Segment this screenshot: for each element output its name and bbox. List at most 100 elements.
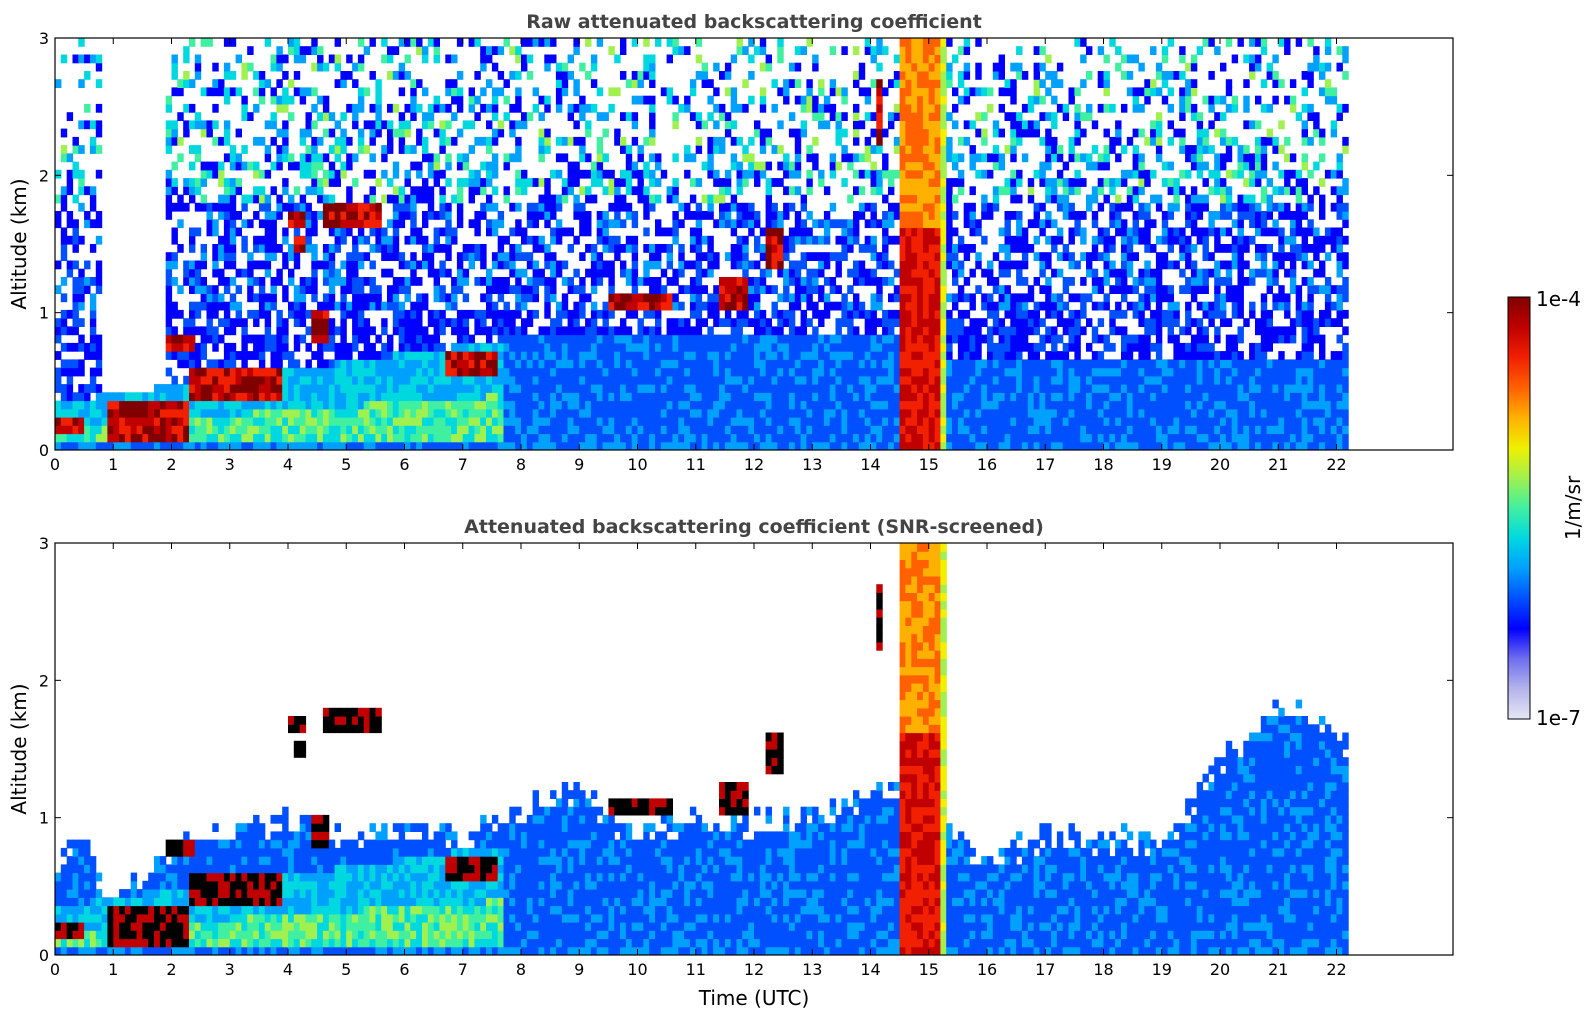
heatmap-cell — [375, 203, 381, 212]
heatmap-cell — [55, 170, 61, 179]
heatmap-cell — [445, 79, 451, 88]
heatmap-cell — [282, 55, 288, 64]
heatmap-cell — [90, 409, 96, 418]
heatmap-cell — [766, 392, 772, 401]
heatmap-cell — [626, 162, 632, 171]
heatmap-cell — [90, 425, 96, 434]
heatmap-cell — [177, 359, 183, 368]
heatmap-cell — [486, 425, 492, 434]
heatmap-cell — [725, 343, 731, 352]
heatmap-cell — [894, 384, 900, 393]
heatmap-cell — [306, 228, 312, 237]
heatmap-cell — [766, 195, 772, 204]
heatmap-cell — [381, 376, 387, 385]
heatmap-cell — [504, 442, 510, 451]
heatmap-cell — [521, 285, 527, 294]
heatmap-cell — [865, 244, 871, 253]
heatmap-cell — [818, 401, 824, 410]
heatmap-cell — [742, 269, 748, 278]
heatmap-cell — [102, 442, 108, 451]
heatmap-cell — [568, 434, 574, 443]
heatmap-cell — [754, 335, 760, 344]
heatmap-cell — [300, 87, 306, 96]
heatmap-cell — [300, 137, 306, 146]
heatmap-cell — [509, 244, 515, 253]
heatmap-cell — [608, 293, 614, 302]
heatmap-cell — [731, 137, 737, 146]
heatmap-cell — [946, 401, 952, 410]
heatmap-cell — [766, 244, 772, 253]
heatmap-cell — [911, 96, 917, 105]
heatmap-cell — [463, 252, 469, 261]
heatmap-cell — [655, 261, 661, 270]
heatmap-cell — [183, 326, 189, 335]
heatmap-cell — [259, 203, 265, 212]
heatmap-cell — [166, 368, 172, 377]
heatmap-cell — [90, 368, 96, 377]
heatmap-cell — [783, 186, 789, 195]
heatmap-cell — [212, 219, 218, 228]
heatmap-cell — [288, 244, 294, 253]
heatmap-cell — [189, 368, 195, 377]
heatmap-cell — [841, 236, 847, 245]
heatmap-cell — [783, 343, 789, 352]
heatmap-cell — [591, 79, 597, 88]
heatmap-cell — [830, 409, 836, 418]
heatmap-cell — [702, 409, 708, 418]
heatmap-cell — [439, 425, 445, 434]
heatmap-cell — [911, 269, 917, 278]
heatmap-cell — [632, 96, 638, 105]
heatmap-cell — [393, 195, 399, 204]
heatmap-cell — [527, 417, 533, 426]
heatmap-cell — [457, 153, 463, 162]
heatmap-cell — [818, 178, 824, 187]
heatmap-cell — [445, 401, 451, 410]
heatmap-cell — [579, 442, 585, 451]
heatmap-cell — [935, 343, 941, 352]
heatmap-cell — [783, 442, 789, 451]
heatmap-cell — [439, 104, 445, 113]
heatmap-cell — [777, 368, 783, 377]
heatmap-cell — [294, 46, 300, 55]
heatmap-cell — [806, 343, 812, 352]
heatmap-cell — [853, 442, 859, 451]
heatmap-cell — [923, 401, 929, 410]
heatmap-cell — [958, 71, 964, 80]
heatmap-cell — [550, 326, 556, 335]
heatmap-cell — [317, 318, 323, 327]
heatmap-cell — [306, 343, 312, 352]
heatmap-cell — [614, 417, 620, 426]
heatmap-cell — [923, 87, 929, 96]
heatmap-cell — [806, 335, 812, 344]
heatmap-cell — [498, 252, 504, 261]
heatmap-cell — [632, 285, 638, 294]
heatmap-cell — [439, 310, 445, 319]
heatmap-cell — [61, 244, 67, 253]
heatmap-cell — [562, 137, 568, 146]
heatmap-cell — [766, 203, 772, 212]
heatmap-cell — [335, 145, 341, 154]
heatmap-cell — [207, 442, 213, 451]
heatmap-cell — [73, 195, 79, 204]
heatmap-cell — [224, 211, 230, 220]
heatmap-cell — [96, 417, 102, 426]
heatmap-cell — [323, 178, 329, 187]
heatmap-cell — [434, 285, 440, 294]
heatmap-cell — [772, 417, 778, 426]
heatmap-cell — [84, 219, 90, 228]
heatmap-cell — [754, 277, 760, 286]
heatmap-cell — [241, 195, 247, 204]
heatmap-cell — [929, 46, 935, 55]
heatmap-cell — [457, 71, 463, 80]
heatmap-cell — [917, 203, 923, 212]
heatmap-cell — [830, 162, 836, 171]
heatmap-cell — [265, 318, 271, 327]
heatmap-cell — [306, 359, 312, 368]
heatmap-cell — [981, 269, 987, 278]
heatmap-cell — [207, 392, 213, 401]
heatmap-cell — [399, 112, 405, 121]
heatmap-cell — [201, 442, 207, 451]
heatmap-cell — [806, 145, 812, 154]
heatmap-cell — [836, 302, 842, 311]
heatmap-cell — [78, 120, 84, 129]
